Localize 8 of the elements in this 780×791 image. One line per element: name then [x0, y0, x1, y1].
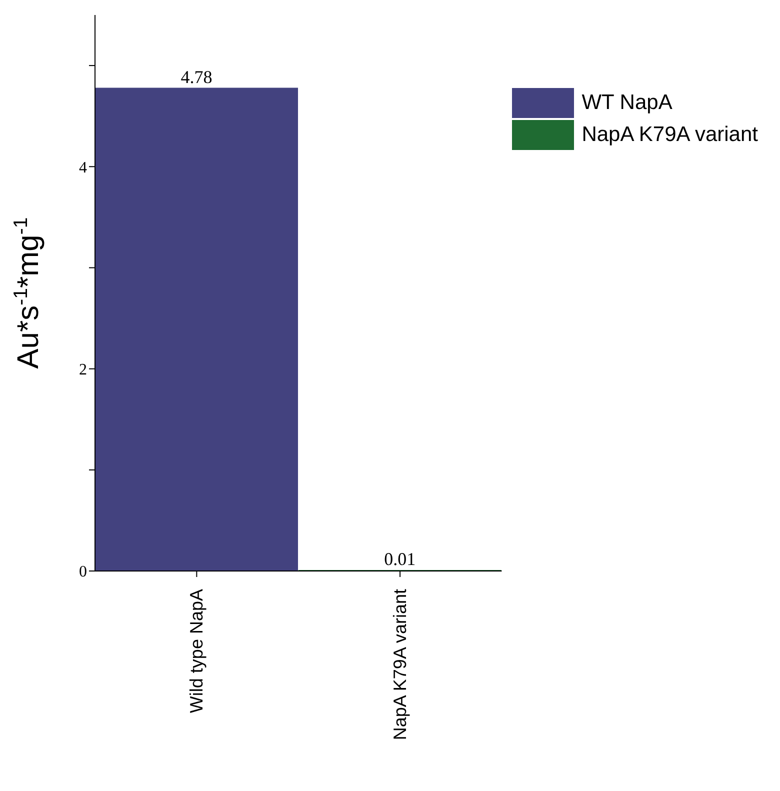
legend-label: NapA K79A variant [582, 123, 758, 147]
x-tick-label: Wild type NapA [186, 589, 207, 714]
y-tick-label: 0 [79, 564, 87, 581]
y-tick-label: 4 [79, 159, 87, 176]
y-tick-label: 2 [79, 362, 87, 378]
legend-label: WT NapA [582, 91, 672, 115]
data-label: 0.01 [384, 548, 416, 569]
data-label: 4.78 [180, 66, 212, 87]
